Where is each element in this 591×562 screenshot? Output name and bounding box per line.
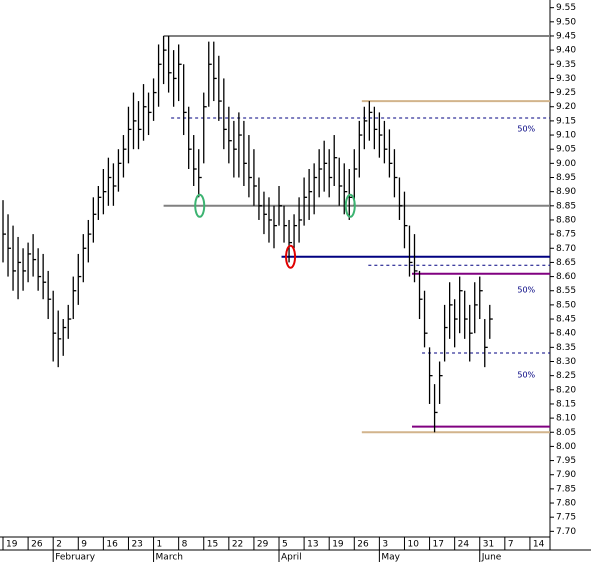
y-tick-label: 8.85: [556, 201, 576, 211]
highlight-circle: [344, 193, 356, 218]
highlight-circle: [285, 244, 297, 269]
highlight-circle: [194, 193, 206, 218]
y-tick-label: 7.80: [556, 499, 576, 509]
y-tick-label: 8.00: [556, 442, 576, 452]
y-tick-label: 8.80: [556, 215, 576, 225]
x-tick-label: 9: [81, 540, 87, 550]
y-tick-label: 8.05: [556, 428, 576, 438]
y-tick-label: 9.50: [556, 17, 576, 27]
y-tick-label: 7.75: [556, 513, 576, 523]
y-tick-label: 8.35: [556, 343, 576, 353]
x-tick-label: 19: [332, 540, 344, 550]
x-tick-label: 10: [407, 540, 419, 550]
y-tick-label: 8.65: [556, 258, 576, 268]
y-tick-label: 8.55: [556, 286, 576, 296]
y-tick-label: 9.35: [556, 60, 576, 70]
x-tick-label: 7: [508, 540, 514, 550]
y-tick-label: 7.85: [556, 484, 576, 494]
x-tick-label: 3: [382, 540, 388, 550]
y-tick-label: 9.30: [556, 74, 576, 84]
y-tick-label: 9.55: [556, 3, 576, 13]
y-tick-label: 9.05: [556, 145, 576, 155]
y-tick-label: 9.25: [556, 88, 576, 98]
y-tick-label: 8.10: [556, 414, 576, 424]
y-tick-label: 9.00: [556, 159, 576, 169]
y-tick-label: 7.90: [556, 470, 576, 480]
x-tick-label: 13: [307, 540, 318, 550]
month-label: June: [481, 553, 502, 562]
y-tick-label: 9.20: [556, 102, 576, 112]
x-tick-label: 26: [31, 540, 43, 550]
y-tick-label: 8.95: [556, 173, 576, 183]
y-tick-label: 8.50: [556, 300, 576, 310]
month-label: April: [281, 553, 302, 562]
x-tick-label: 8: [182, 540, 188, 550]
x-tick-label: 2: [56, 540, 62, 550]
month-label: February: [55, 553, 96, 562]
x-tick-label: 15: [207, 540, 218, 550]
x-tick-label: 16: [106, 540, 118, 550]
x-tick-label: 19: [6, 540, 18, 550]
x-tick-label: 1: [157, 540, 163, 550]
y-tick-label: 8.20: [556, 385, 576, 395]
y-tick-label: 7.95: [556, 456, 576, 466]
y-tick-label: 8.60: [556, 272, 576, 282]
y-tick-label: 8.45: [556, 315, 576, 325]
month-label: May: [381, 553, 400, 562]
x-tick-label: 5: [282, 540, 288, 550]
y-tick-label: 8.70: [556, 244, 576, 254]
y-tick-label: 8.15: [556, 399, 576, 409]
y-tick-label: 7.70: [556, 527, 576, 537]
annotation: 50%: [517, 286, 535, 295]
annotation: 50%: [517, 124, 535, 133]
annotation: 50%: [517, 371, 535, 380]
y-tick-label: 9.45: [556, 31, 576, 41]
x-tick-label: 31: [483, 540, 494, 550]
x-tick-label: 26: [357, 540, 369, 550]
y-tick-label: 8.90: [556, 187, 576, 197]
x-tick-label: 22: [232, 540, 243, 550]
y-tick-label: 9.15: [556, 116, 576, 126]
y-tick-label: 8.75: [556, 230, 576, 240]
x-tick-label: 14: [533, 540, 545, 550]
y-tick-label: 8.40: [556, 329, 576, 339]
x-tick-label: 29: [257, 540, 269, 550]
x-tick-label: 17: [433, 540, 444, 550]
y-tick-label: 9.40: [556, 46, 576, 56]
y-tick-label: 8.30: [556, 357, 576, 367]
y-tick-label: 8.25: [556, 371, 576, 381]
x-tick-label: 24: [458, 540, 470, 550]
x-tick-label: 23: [131, 540, 142, 550]
month-label: March: [156, 553, 183, 562]
y-tick-label: 9.10: [556, 131, 576, 141]
